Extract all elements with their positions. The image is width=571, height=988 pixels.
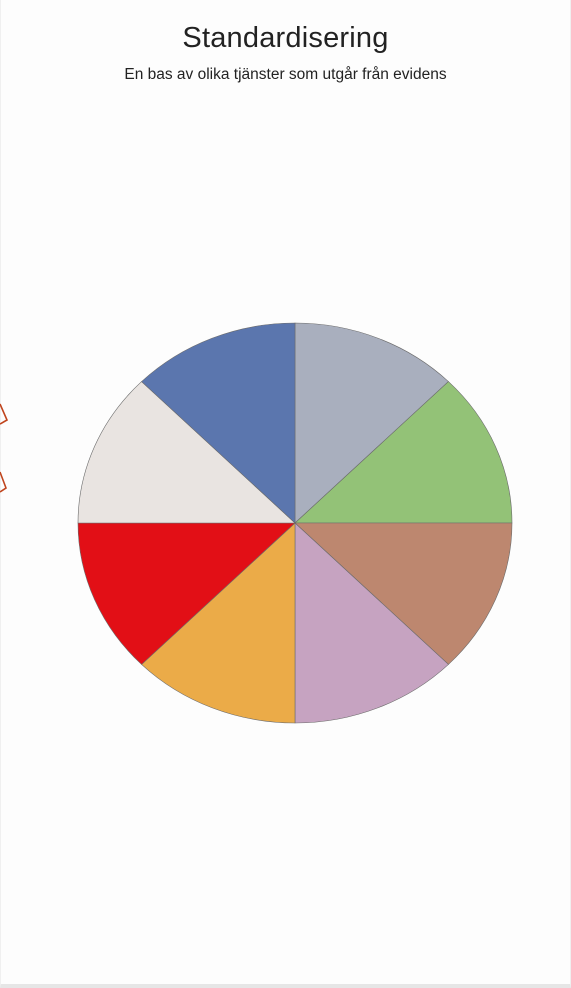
pie-slice-6 <box>77 522 296 665</box>
partial-arrow-decoration <box>0 403 9 493</box>
pie-slices <box>77 322 513 724</box>
pie-slice-8 <box>141 322 296 524</box>
pie-slice-2 <box>294 381 513 524</box>
pie-slice-7 <box>77 381 296 524</box>
pie-slice-4 <box>294 522 449 724</box>
pie-slice-1 <box>294 322 449 524</box>
pie-slice-5 <box>141 522 296 724</box>
pie-slice-3 <box>294 522 513 665</box>
chart-subtitle: En bas av olika tjänster som utgår från … <box>124 66 447 83</box>
chart-title: Standardisering <box>182 22 389 54</box>
